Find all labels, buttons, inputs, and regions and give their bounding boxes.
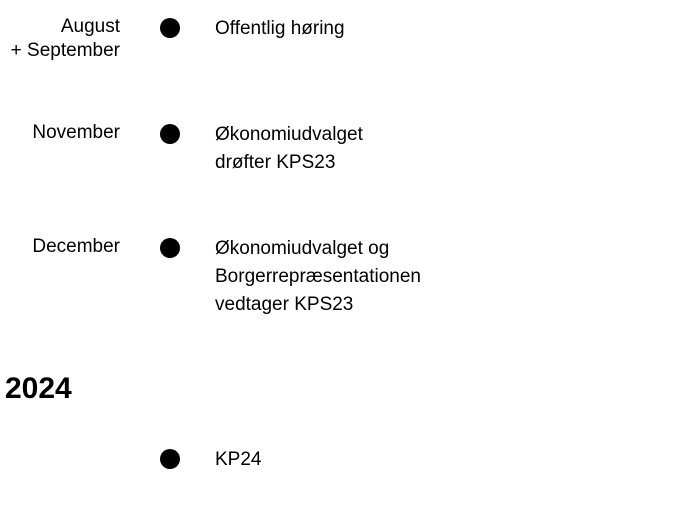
date-line: November [0,121,120,145]
description-line: Offentlig høring [215,15,696,43]
dot-column [140,235,200,258]
description-line: Økonomiudvalget [215,121,696,149]
dot-column [140,446,200,469]
year-heading: 2024 [0,372,696,406]
description: KP24 [200,446,696,474]
description-line: drøfter KPS23 [215,149,696,177]
timeline-dot-icon [160,449,180,469]
date-line: + September [0,39,120,63]
timeline-row: August + September Offentlig høring [0,15,696,63]
timeline-row: November Økonomiudvalget drøfter KPS23 [0,121,696,177]
date-line: August [0,15,120,39]
timeline-dot-icon [160,18,180,38]
date-label: November [0,121,140,145]
dot-column [140,15,200,38]
timeline: August + September Offentlig høring Nove… [0,15,696,474]
description-line: KP24 [215,446,696,474]
timeline-row: December Økonomiudvalget og Borgerrepræs… [0,235,696,319]
dot-column [140,121,200,144]
description: Offentlig høring [200,15,696,43]
timeline-dot-icon [160,238,180,258]
description: Økonomiudvalget og Borgerrepræsentatione… [200,235,696,319]
description-line: vedtager KPS23 [215,291,696,319]
date-line: December [0,235,120,259]
description-line: Økonomiudvalget og [215,235,696,263]
timeline-row: KP24 [0,446,696,474]
timeline-dot-icon [160,124,180,144]
description: Økonomiudvalget drøfter KPS23 [200,121,696,177]
date-label: August + September [0,15,140,63]
description-line: Borgerrepræsentationen [215,263,696,291]
date-label: December [0,235,140,259]
